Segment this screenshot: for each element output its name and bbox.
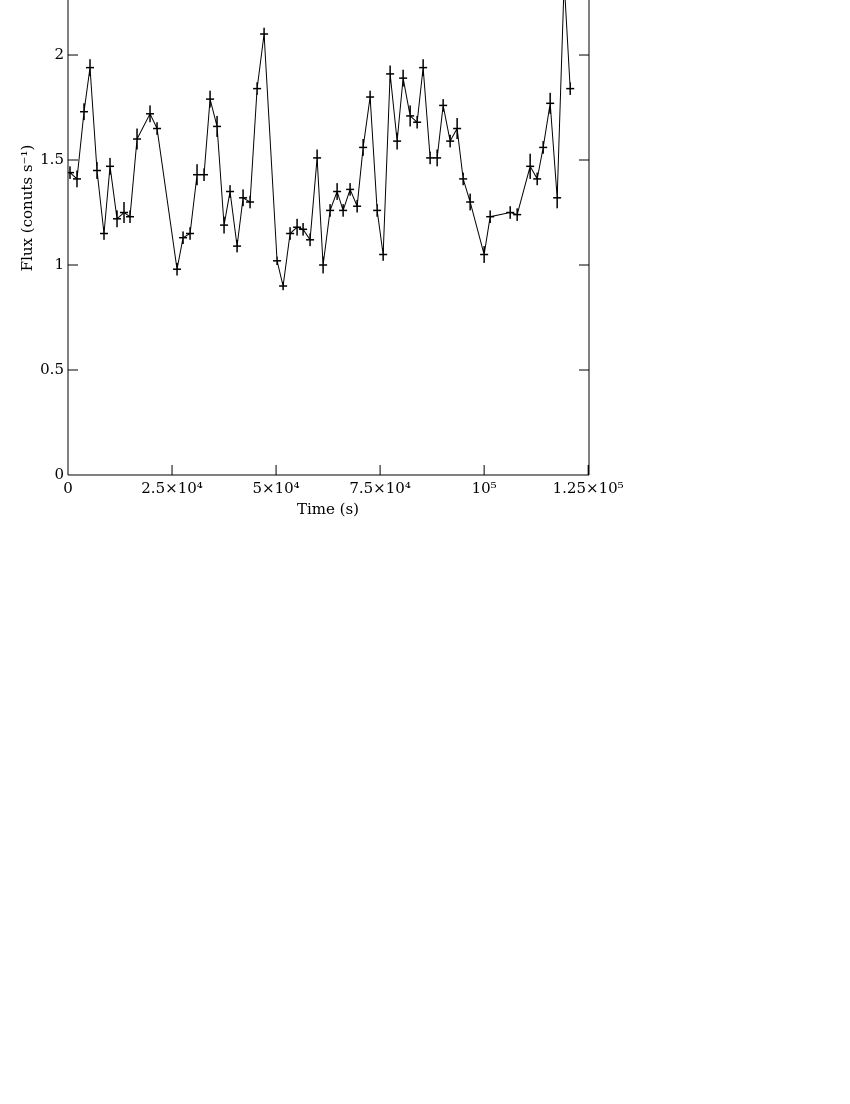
y-tick-label: 0.5	[40, 360, 64, 378]
x-tick-label: 7.5×10⁴	[349, 479, 411, 497]
x-tick-label: 2.5×10⁴	[141, 479, 203, 497]
x-tick-label: 5×10⁴	[252, 479, 299, 497]
x-tick-label: 1.25×10⁵	[553, 479, 624, 497]
x-tick-label: 10⁵	[472, 479, 497, 497]
y-axis-label: Flux (conuts s⁻¹)	[18, 145, 36, 272]
y-tick-label: 1.5	[40, 150, 64, 168]
x-tick-label: 0	[63, 479, 73, 497]
x-axis-label: Time (s)	[297, 500, 359, 518]
y-tick-label: 1	[54, 255, 64, 273]
y-tick-label: 2	[54, 45, 64, 63]
y-tick-label: 0	[54, 465, 64, 483]
plot-area	[68, 0, 575, 291]
data-line	[69, 0, 571, 287]
